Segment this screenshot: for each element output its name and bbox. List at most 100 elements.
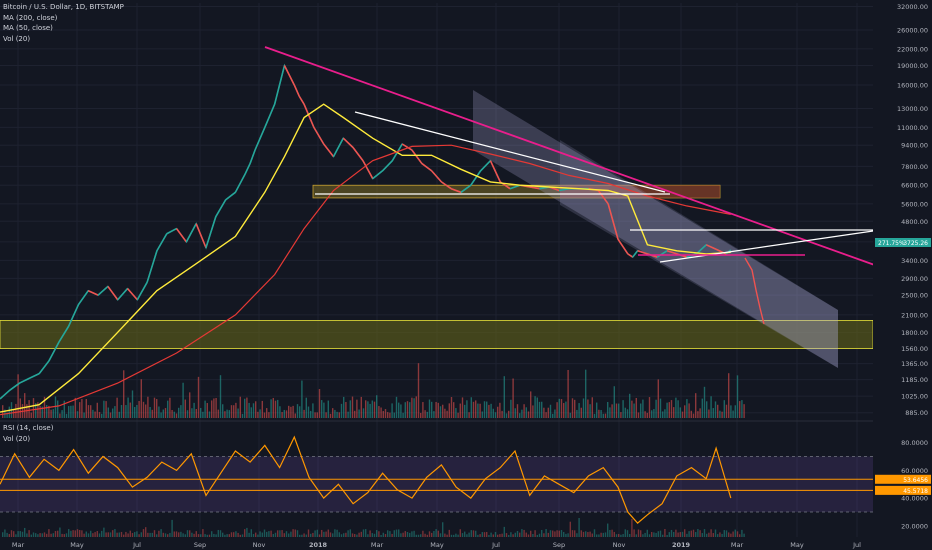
rsi-tick-label: 60.0000 (901, 467, 928, 475)
volume-bar (65, 413, 68, 418)
volume-bar (169, 397, 171, 418)
rsi-volume-bar (160, 529, 162, 537)
volume-bar (538, 401, 541, 418)
volume-bar (17, 374, 19, 418)
volume-bar (523, 404, 525, 418)
rsi-volume-bar (367, 534, 369, 537)
volume-bar (648, 397, 651, 418)
volume-bar (409, 402, 411, 418)
rsi-volume-bar (354, 534, 356, 537)
main-legend: Bitcoin / U.S. Dollar, 1D, BITSTAMP MA (… (3, 2, 124, 44)
volume-bar (127, 397, 129, 418)
rsi-volume-bar (118, 532, 120, 537)
rsi-volume-bar (384, 534, 387, 537)
rsi-volume-bar (63, 534, 65, 537)
volume-bar (318, 389, 321, 418)
y-tick-label: 1185.00 (901, 376, 928, 384)
volume-bar (646, 412, 648, 418)
volume-bar (360, 396, 362, 418)
volume-bar (384, 409, 387, 418)
rsi-volume-bar (19, 531, 21, 537)
volume-bar (90, 405, 92, 418)
y-tick-label: 2900.00 (901, 275, 928, 283)
volume-bar (519, 413, 521, 418)
rsi-volume-bar (563, 531, 565, 537)
volume-bar (354, 410, 356, 418)
volume-bar (728, 373, 730, 418)
volume-bar (367, 401, 369, 418)
volume-bar (569, 412, 571, 418)
volume-bar (290, 406, 292, 418)
rsi-volume-bar (164, 533, 167, 537)
rsi-volume-bar (376, 530, 378, 537)
x-tick-label: May (790, 541, 804, 549)
rsi-volume-bar (723, 530, 725, 537)
volume-bar (153, 397, 156, 418)
volume-bar (527, 411, 530, 418)
rsi-volume-bar (250, 529, 252, 537)
rsi-volume-bar (389, 531, 391, 537)
rsi-volume-bar (481, 532, 483, 537)
volume-bar (576, 409, 578, 418)
volume-bar (426, 411, 428, 418)
volume-bar (563, 403, 565, 418)
rsi-volume-bar (290, 531, 292, 537)
rsi-legend: RSI (14, close) Vol (20) (3, 423, 53, 444)
volume-bar (391, 403, 393, 418)
volume-bar (604, 413, 607, 418)
volume-bar (362, 408, 365, 418)
rsi-volume-bar (615, 534, 618, 537)
volume-bar (534, 396, 536, 418)
rsi-volume-bar (261, 532, 263, 537)
rsi-volume-bar (197, 534, 200, 537)
rsi-volume-bar (17, 531, 19, 537)
volume-bar (686, 399, 688, 418)
price-candle-segment (9, 382, 21, 391)
rsi-volume-bar (343, 533, 345, 537)
rsi-volume-bar (61, 533, 63, 537)
rsi-volume-bar (263, 529, 266, 537)
volume-bar (50, 409, 52, 418)
volume-bar (732, 410, 734, 418)
volume-bar (684, 405, 686, 418)
rsi-volume-bar (494, 531, 497, 537)
price-candle-segment (254, 127, 266, 151)
rsi-volume-bar (134, 532, 136, 537)
volume-bar (246, 397, 248, 418)
rsi-volume-bar (395, 529, 398, 537)
volume-bar (347, 411, 349, 418)
rsi-volume-bar (629, 534, 631, 537)
volume-bar (442, 404, 444, 418)
x-tick-label: Mar (371, 541, 384, 549)
y-tick-label: 11000.00 (897, 124, 928, 132)
rsi-legend-label: RSI (14, close) (3, 424, 54, 432)
volume-bar (488, 404, 490, 418)
rsi-volume-bar (362, 529, 365, 537)
volume-bar (609, 407, 611, 418)
volume-bar (167, 400, 169, 418)
rsi-volume-bar (24, 527, 26, 537)
rsi-volume-bar (585, 531, 587, 537)
volume-bar (244, 398, 246, 418)
volume-bar (378, 406, 380, 418)
rsi-volume-bar (8, 533, 10, 537)
price-candle-segment (19, 377, 30, 384)
rsi-volume-bar (85, 531, 87, 537)
y-tick-label: 4800.00 (901, 218, 928, 226)
volume-bar (677, 400, 679, 418)
rsi-volume-bar (208, 534, 211, 537)
x-tick-label: Sep (553, 541, 565, 549)
price-candle-segment (656, 250, 668, 258)
price-candle-segment (597, 190, 609, 205)
rsi-volume-bar (74, 530, 76, 537)
volume-bar (455, 408, 457, 418)
volume-bar (145, 404, 147, 418)
volume-bar (296, 404, 299, 418)
volume-bar (483, 401, 486, 418)
rsi-volume-bar (582, 531, 585, 537)
volume-bar (664, 409, 666, 418)
rsi-volume-bar (413, 530, 415, 537)
price-candle-segment (126, 288, 138, 301)
rsi-volume-bar (488, 534, 490, 537)
